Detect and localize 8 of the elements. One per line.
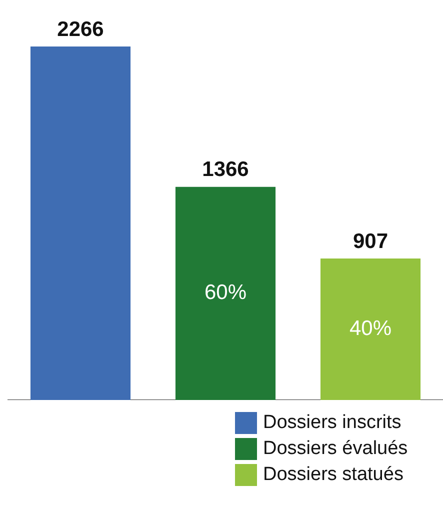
annotation: 40% <box>349 317 392 340</box>
legend-label: Dossiers inscrits <box>263 412 402 434</box>
data-label: 1366 <box>202 158 249 182</box>
annotation: 60% <box>204 281 247 304</box>
data-label: 907 <box>352 230 388 253</box>
legend-label: Dossiers statués <box>263 464 404 486</box>
legend-label: Dossiers évalués <box>263 438 408 460</box>
data-label: 2266 <box>57 18 104 41</box>
